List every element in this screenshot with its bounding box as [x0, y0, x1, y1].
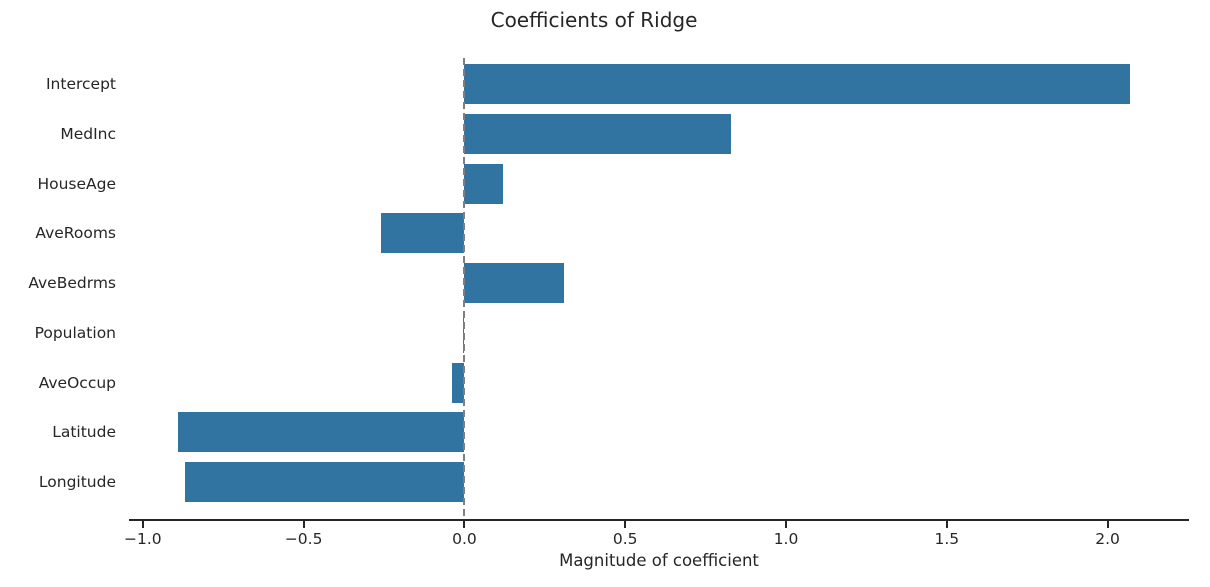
x-tick-0: [463, 521, 466, 528]
x-tick-label--1: −1.0: [124, 530, 162, 548]
x-tick-2: [1106, 521, 1109, 528]
y-tick-label-longitude: Longitude: [38, 473, 116, 491]
y-tick-label-intercept: Intercept: [45, 75, 116, 93]
bar-averooms: [380, 213, 465, 254]
x-tick-label-1: 1.0: [773, 530, 799, 548]
x-tick--0.5: [302, 521, 305, 528]
y-tick-label-houseage: HouseAge: [37, 174, 116, 193]
bar-aveoccup: [451, 362, 465, 403]
bar-avebedrms: [464, 263, 565, 303]
x-tick-label-0.5: 0.5: [612, 530, 638, 548]
x-axis-label: Magnitude of coefficient: [559, 551, 759, 570]
zero-reference-line: [463, 58, 466, 519]
bar-medinc: [464, 113, 732, 154]
x-tick-label-0: 0.0: [452, 530, 477, 548]
bar-houseage: [464, 163, 504, 204]
y-tick-label-aveoccup: AveOccup: [38, 373, 116, 392]
y-tick-label-avebedrms: AveBedrms: [28, 274, 116, 292]
x-axis-spine: [129, 519, 1189, 521]
x-tick-1.5: [945, 521, 948, 528]
y-tick-label-population: Population: [34, 323, 116, 342]
bar-longitude: [184, 462, 465, 502]
y-tick-label-latitude: Latitude: [52, 423, 116, 442]
bar-intercept: [464, 64, 1131, 104]
chart-title: Coefficients of Ridge: [490, 8, 698, 32]
x-tick--1: [141, 521, 144, 528]
x-tick-label-2: 2.0: [1095, 530, 1120, 548]
x-tick-0.5: [624, 521, 627, 528]
y-tick-label-averooms: AveRooms: [35, 224, 116, 243]
bar-latitude: [178, 412, 465, 453]
x-tick-label-1.5: 1.5: [934, 530, 960, 548]
x-tick-1: [785, 521, 788, 528]
y-tick-label-medinc: MedInc: [60, 124, 116, 143]
x-tick-label--0.5: −0.5: [284, 530, 323, 548]
